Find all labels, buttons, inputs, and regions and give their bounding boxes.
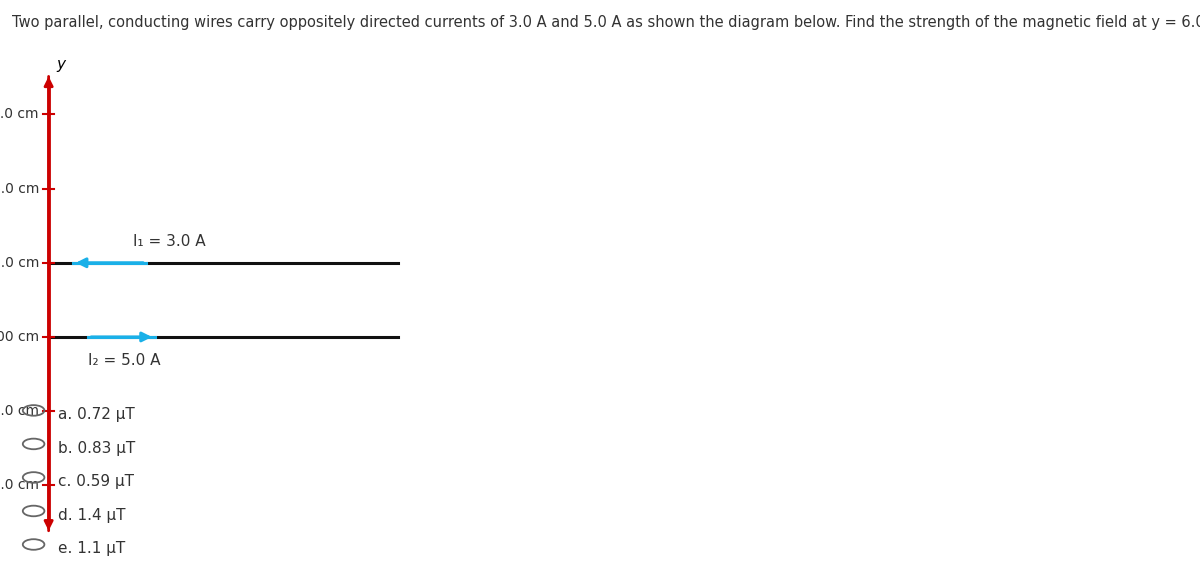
Text: −4.0 cm: −4.0 cm	[0, 478, 38, 492]
Text: e. 1.1 μT: e. 1.1 μT	[58, 541, 125, 556]
Text: a. 0.72 μT: a. 0.72 μT	[58, 407, 134, 422]
Text: b. 0.83 μT: b. 0.83 μT	[58, 440, 134, 456]
Text: I₂ = 5.0 A: I₂ = 5.0 A	[89, 353, 161, 368]
Text: Two parallel, conducting wires carry oppositely directed currents of 3.0 A and 5: Two parallel, conducting wires carry opp…	[12, 15, 1200, 30]
Text: d. 1.4 μT: d. 1.4 μT	[58, 507, 125, 523]
Text: 4.0 cm: 4.0 cm	[0, 182, 38, 196]
Text: c. 0.59 μT: c. 0.59 μT	[58, 474, 133, 489]
Text: 6.0 cm: 6.0 cm	[0, 108, 38, 122]
Text: 2.0 cm: 2.0 cm	[0, 256, 38, 270]
Text: I₁ = 3.0 A: I₁ = 3.0 A	[133, 233, 205, 249]
Text: y: y	[56, 57, 66, 72]
Text: 0.00 cm: 0.00 cm	[0, 330, 38, 344]
Text: −2.0 cm: −2.0 cm	[0, 404, 38, 418]
